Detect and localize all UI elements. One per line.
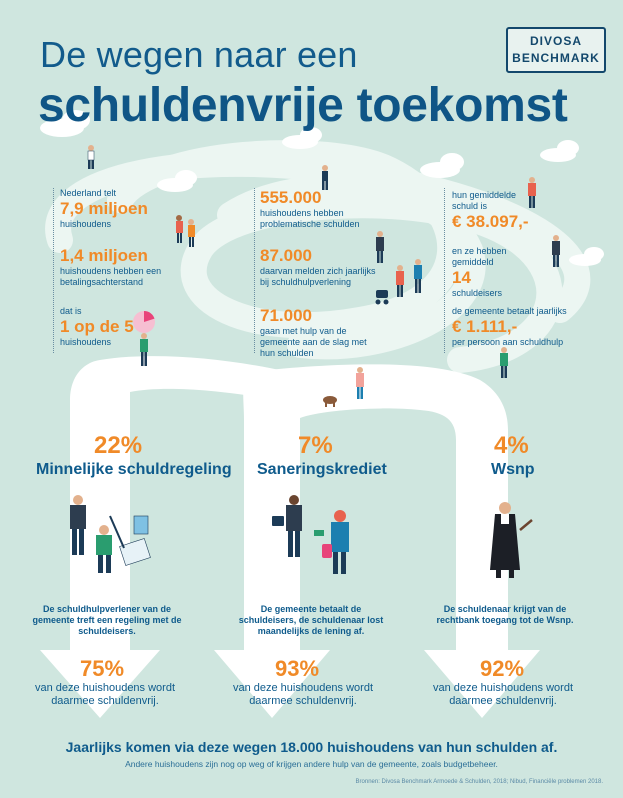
route-scene-1	[70, 495, 151, 573]
stat-households: Nederland telt 7,9 miljoen huishoudens	[60, 188, 180, 230]
stat-post: daarvan melden zich jaarlijks bij schuld…	[260, 266, 376, 287]
stat-post: huishoudens	[60, 337, 112, 347]
stat-value: 7,9 miljoen	[60, 199, 148, 218]
pie-one-in-five-icon	[133, 310, 155, 333]
route-scene-3	[490, 502, 533, 578]
stat-pre: Nederland telt	[60, 188, 117, 198]
logo-line-2: BENCHMARK	[512, 51, 600, 65]
route-1-name: Minnelijke schuldregeling	[36, 461, 232, 478]
stat-post: huishoudens	[60, 219, 112, 229]
title-line-1: De wegen naar een	[40, 34, 358, 75]
clouds	[40, 110, 604, 266]
footer-summary: Jaarlijks komen via deze wegen 18.000 hu…	[65, 739, 558, 755]
stat-pre: en ze hebben gemiddeld	[452, 246, 507, 267]
route-scene-2	[272, 495, 349, 574]
people-figures	[87, 145, 560, 407]
route-3-result-percentage: 92%	[479, 656, 525, 681]
sources: Bronnen: Divosa Benchmark Armoede & Schu…	[355, 779, 603, 785]
stat-value: 1 op de 5	[60, 317, 134, 336]
column-divider	[53, 188, 54, 353]
stat-value: 87.000	[260, 246, 312, 265]
route-1-percentage: 22%	[94, 432, 143, 459]
route-1-result-percentage: 75%	[79, 656, 125, 681]
down-roads	[40, 356, 540, 718]
route-3-result-text: van deze huishoudens wordt daarmee schul…	[432, 682, 574, 707]
stat-average-debt: hun gemiddelde schuld is € 38.097,-	[452, 190, 532, 232]
stat-value: € 38.097,-	[452, 212, 529, 231]
stat-problematic-debts: 555.000 huishoudens hebben problematisch…	[260, 188, 380, 230]
stat-reported: 87.000 daarvan melden zich jaarlijks bij…	[260, 246, 380, 288]
stat-post: schuldeisers	[452, 288, 503, 298]
stat-pre: de gemeente betaalt jaarlijks	[452, 306, 567, 316]
column-divider	[254, 188, 255, 353]
logo-line-1: DIVOSA	[529, 34, 582, 48]
stat-value: 71.000	[260, 306, 312, 325]
stat-post: huishoudens hebben problematische schuld…	[260, 208, 360, 229]
stat-value: € 1.111,-	[452, 317, 518, 336]
route-2-percentage: 7%	[298, 432, 333, 459]
stat-pre: dat is	[60, 306, 82, 316]
stat-post: huishoudens hebben een betalingsachterst…	[60, 266, 162, 287]
route-2-description: De gemeente betaalt de schuldeisers, de …	[238, 604, 384, 636]
stat-creditors: en ze hebben gemiddeld 14 schuldeisers	[452, 246, 547, 299]
stat-value: 555.000	[260, 188, 322, 207]
title-line-2: schuldenvrije toekomst	[38, 79, 568, 132]
divosa-benchmark-logo: DIVOSA BENCHMARK	[506, 27, 606, 73]
stat-value: 1,4 miljoen	[60, 246, 148, 265]
stat-municipal-cost: de gemeente betaalt jaarlijks € 1.111,- …	[452, 306, 572, 348]
route-3-percentage: 4%	[494, 432, 529, 459]
route-2-result-percentage: 93%	[274, 656, 320, 681]
footer-note: Andere huishoudens zijn nog op weg of kr…	[125, 759, 498, 769]
route-1-result-text: van deze huishoudens wordt daarmee schul…	[34, 682, 176, 707]
stat-post: gaan met hulp van de gemeente aan de sla…	[260, 326, 367, 358]
route-2-name: Saneringskrediet	[257, 461, 387, 478]
stat-one-in-five: dat is 1 op de 5 huishoudens	[60, 306, 180, 348]
route-2-result-text: van deze huishoudens wordt daarmee schul…	[232, 682, 374, 707]
column-divider	[444, 188, 445, 353]
stat-pre: hun gemiddelde schuld is	[452, 190, 517, 211]
route-3-name: Wsnp	[491, 461, 535, 478]
stat-post: per persoon aan schuldhulp	[452, 337, 564, 347]
stat-arrears: 1,4 miljoen huishoudens hebben een betal…	[60, 246, 170, 288]
stat-municipal-help: 71.000 gaan met hulp van de gemeente aan…	[260, 306, 380, 359]
route-3-description: De schuldenaar krijgt van de rechtbank t…	[436, 604, 574, 625]
stat-value: 14	[452, 268, 471, 287]
route-1-description: De schuldhulpverlener van de gemeente tr…	[32, 604, 182, 636]
